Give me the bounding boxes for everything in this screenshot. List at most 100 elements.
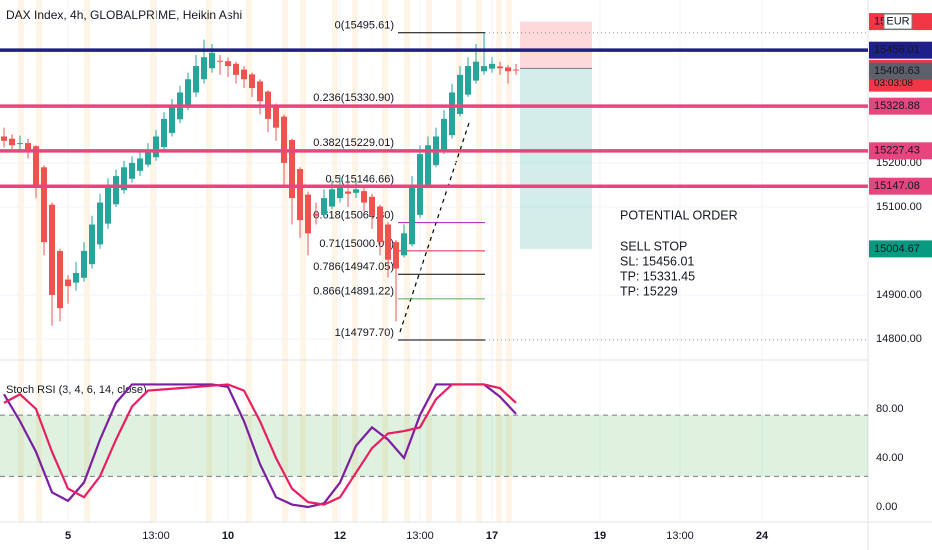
candle-body bbox=[217, 60, 223, 62]
candle-body bbox=[81, 250, 87, 278]
y-tick-label: 0.00 bbox=[876, 501, 897, 513]
candle-body bbox=[137, 158, 143, 171]
candle-body bbox=[193, 66, 199, 93]
session-stripe bbox=[36, 0, 42, 522]
stoch-line bbox=[3, 383, 517, 506]
candle-body bbox=[297, 169, 303, 221]
candle-body bbox=[33, 146, 39, 185]
candle-body bbox=[385, 224, 391, 260]
candle-body bbox=[89, 224, 95, 265]
session-stripe bbox=[382, 0, 388, 522]
session-stripe bbox=[426, 0, 432, 522]
price-label: 15456.01 bbox=[874, 44, 920, 56]
candle-body bbox=[161, 118, 167, 148]
countdown: 03:03:08 bbox=[874, 78, 913, 89]
price-label-box bbox=[869, 62, 932, 80]
candle-body bbox=[153, 136, 159, 158]
annotation: SL: 15456.01 bbox=[620, 254, 694, 268]
candle-body bbox=[113, 176, 119, 205]
x-tick-label: 12 bbox=[334, 530, 346, 542]
stoch-line bbox=[3, 383, 517, 509]
candle-body bbox=[473, 61, 479, 81]
fib-label: 0.71(15000.09) bbox=[319, 238, 394, 250]
x-tick-label: 24 bbox=[756, 530, 769, 542]
candle-body bbox=[41, 167, 47, 243]
currency-label: EUR bbox=[886, 15, 909, 27]
price-label: 15147.08 bbox=[874, 180, 920, 192]
session-stripe bbox=[18, 0, 24, 522]
stoch-band bbox=[0, 415, 868, 477]
session-stripe bbox=[404, 0, 410, 522]
candle-body bbox=[377, 206, 383, 243]
candle-body bbox=[393, 242, 399, 269]
fib-label: 0.236(15330.90) bbox=[313, 92, 394, 104]
candle-body bbox=[505, 67, 511, 72]
y-tick-label: 14900.00 bbox=[876, 289, 922, 301]
session-stripe bbox=[476, 0, 482, 522]
fib-label: 1(14797.70) bbox=[335, 327, 394, 339]
y-tick-label: 14800.00 bbox=[876, 333, 922, 345]
x-tick-label: 13:00 bbox=[666, 530, 694, 542]
candle-body bbox=[225, 61, 231, 67]
session-stripe bbox=[456, 0, 462, 522]
x-tick-label: 19 bbox=[594, 530, 606, 542]
candle-body bbox=[305, 194, 311, 234]
candle-body bbox=[353, 189, 359, 193]
price-label-box bbox=[869, 41, 932, 59]
candle-body bbox=[49, 204, 55, 295]
candle-body bbox=[369, 196, 375, 216]
annotation: TP: 15229 bbox=[620, 284, 678, 298]
x-tick-label: 5 bbox=[65, 530, 71, 542]
price-label-box bbox=[869, 177, 932, 195]
candle-body bbox=[281, 116, 287, 163]
indicator-title: Stoch RSI (3, 4, 6, 14, close) bbox=[6, 384, 147, 396]
x-tick-label: 17 bbox=[486, 530, 498, 542]
candle-body bbox=[273, 105, 279, 128]
candle-body bbox=[321, 198, 327, 215]
candle-body bbox=[513, 69, 519, 71]
candle-body bbox=[425, 145, 431, 185]
trend-line bbox=[399, 119, 471, 333]
candle-body bbox=[313, 213, 319, 216]
y-tick-label: 15200.00 bbox=[876, 157, 922, 169]
currency-box bbox=[883, 13, 913, 30]
candle-body bbox=[57, 250, 63, 309]
session-stripe bbox=[150, 0, 156, 522]
candle-body bbox=[249, 74, 255, 89]
candle-body bbox=[465, 66, 471, 95]
price-label: 15227.43 bbox=[874, 145, 920, 157]
session-stripe bbox=[506, 0, 512, 522]
candle-body bbox=[401, 233, 407, 256]
y-tick-label: 15100.00 bbox=[876, 201, 922, 213]
candle-body bbox=[129, 162, 135, 179]
candle-body bbox=[121, 167, 127, 191]
candle-body bbox=[209, 52, 215, 69]
candle-body bbox=[9, 138, 15, 146]
candle-body bbox=[241, 69, 247, 80]
candle-body bbox=[289, 140, 295, 199]
candle-body bbox=[497, 66, 503, 69]
session-stripe bbox=[352, 0, 358, 522]
candle-body bbox=[97, 202, 103, 245]
chart-title: DAX Index, 4h, GLOBALPRIME, Heikin Ashi bbox=[6, 8, 242, 22]
candle-body bbox=[489, 63, 495, 69]
candle-body bbox=[185, 79, 191, 106]
price-label-box bbox=[869, 97, 932, 115]
y-tick-label: 40.00 bbox=[876, 452, 904, 464]
session-stripe bbox=[206, 0, 212, 522]
candle-body bbox=[329, 189, 335, 207]
x-tick-label: 13:00 bbox=[142, 530, 170, 542]
candle-body bbox=[449, 92, 455, 136]
candle-body bbox=[65, 279, 71, 287]
session-stripe bbox=[332, 0, 338, 522]
session-stripe bbox=[496, 0, 502, 522]
annotation: POTENTIAL ORDER bbox=[620, 208, 738, 222]
price-label-box bbox=[869, 240, 932, 258]
fib-label: 0(15495.61) bbox=[335, 20, 394, 32]
session-stripe bbox=[300, 0, 306, 522]
candle-body bbox=[233, 63, 239, 75]
price-label-box bbox=[869, 142, 932, 160]
fib-label: 0.866(14891.22) bbox=[313, 286, 394, 298]
candle-body bbox=[145, 149, 151, 165]
